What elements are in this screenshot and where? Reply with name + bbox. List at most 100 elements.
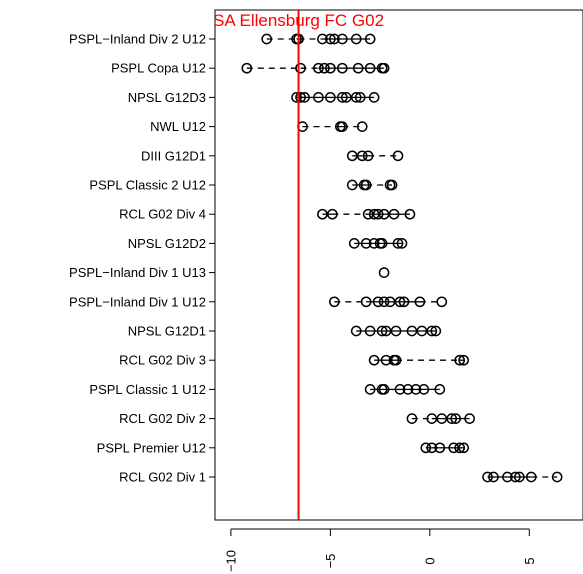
data-point — [454, 354, 466, 366]
x-tick-label: −10 — [223, 550, 238, 572]
data-point — [378, 62, 390, 74]
data-point — [295, 62, 306, 74]
data-point — [392, 238, 404, 249]
x-tick-label: −5 — [323, 554, 338, 569]
category-label: PSPL Classic 2 U12 — [89, 178, 206, 193]
plot-frame — [214, 9, 583, 521]
series-row — [364, 384, 446, 395]
series-row — [291, 92, 380, 103]
data-point — [402, 384, 414, 395]
data-point — [368, 92, 380, 103]
data-point — [336, 121, 348, 132]
data-point — [426, 442, 438, 454]
data-point — [410, 384, 422, 395]
data-point — [295, 92, 306, 103]
data-point — [352, 62, 364, 74]
category-label: NPSL G12D1 — [128, 324, 206, 339]
data-point — [364, 384, 376, 395]
data-point — [446, 413, 458, 424]
series-row — [241, 62, 390, 74]
data-point — [510, 471, 521, 483]
category-label: NPSL G12D2 — [128, 236, 206, 251]
data-point — [482, 471, 493, 483]
data-point — [376, 238, 388, 249]
data-point — [336, 62, 348, 74]
data-point — [325, 33, 336, 45]
data-point — [241, 62, 253, 74]
data-point — [350, 92, 362, 103]
category-label: PSPL Classic 1 U12 — [89, 382, 206, 397]
category-label: RCL G02 Div 3 — [119, 353, 206, 368]
data-point — [392, 150, 404, 162]
data-point — [394, 384, 406, 395]
data-point — [398, 296, 410, 308]
data-point — [291, 92, 302, 103]
data-point — [360, 296, 372, 308]
data-point — [372, 296, 384, 308]
data-point — [464, 413, 475, 424]
category-label: NPSL G12D3 — [128, 90, 206, 105]
data-point — [364, 33, 376, 45]
data-point — [327, 208, 338, 220]
data-point — [336, 92, 348, 103]
category-label: PSPL Premier U12 — [97, 440, 206, 455]
data-point — [420, 442, 432, 454]
data-point — [372, 208, 384, 220]
series-row — [346, 179, 398, 191]
data-point — [430, 325, 442, 337]
data-point — [394, 296, 406, 308]
series-row — [482, 471, 563, 483]
data-point — [360, 179, 372, 191]
x-tick-label: 5 — [522, 557, 537, 564]
data-point — [418, 384, 430, 395]
data-point — [313, 62, 324, 74]
data-point — [325, 92, 336, 103]
category-label: RCL G02 Div 2 — [119, 411, 206, 426]
data-point — [319, 62, 330, 74]
data-point — [356, 121, 368, 132]
category-label: PSPL−Inland Div 1 U12 — [69, 294, 206, 309]
data-point — [406, 413, 418, 424]
data-point — [454, 442, 466, 454]
data-point — [368, 238, 380, 249]
category-label: PSPL−Inland Div 2 U12 — [69, 32, 206, 47]
series-row — [348, 238, 408, 249]
data-point — [436, 296, 448, 308]
data-point — [348, 238, 360, 249]
category-label: NWL U12 — [150, 119, 206, 134]
data-point — [458, 354, 469, 366]
series-row — [368, 354, 469, 366]
data-point — [329, 33, 340, 45]
data-point — [346, 179, 358, 191]
x-axis: −10 −5 0 5 — [223, 528, 537, 572]
data-point — [525, 471, 537, 483]
data-point — [378, 384, 390, 395]
reference-line-label: SA Ellensburg FC G02 — [213, 11, 384, 30]
data-point — [261, 33, 273, 45]
data-point — [350, 33, 362, 45]
series-row — [297, 121, 368, 132]
series-row — [350, 325, 442, 337]
data-point — [388, 208, 400, 220]
data-point — [299, 92, 310, 103]
category-label: PSPL Copa U12 — [111, 61, 206, 76]
data-point — [450, 413, 462, 424]
data-point — [350, 325, 362, 337]
data-point — [434, 384, 446, 395]
data-point — [378, 267, 390, 278]
data-point — [364, 325, 376, 337]
category-label: RCL G02 Div 4 — [119, 207, 206, 222]
data-point — [396, 238, 408, 249]
data-point — [390, 354, 402, 366]
data-point — [414, 296, 426, 308]
data-point — [362, 150, 374, 162]
data-point — [378, 296, 390, 308]
x-tick-label: 0 — [422, 557, 437, 564]
data-point — [313, 92, 324, 103]
data-point — [336, 33, 348, 45]
series-row — [406, 413, 475, 424]
data-point — [368, 354, 380, 366]
data-point — [551, 471, 563, 483]
category-labels: PSPL−Inland Div 2 U12 PSPL Copa U12 NPSL G… — [69, 32, 215, 485]
